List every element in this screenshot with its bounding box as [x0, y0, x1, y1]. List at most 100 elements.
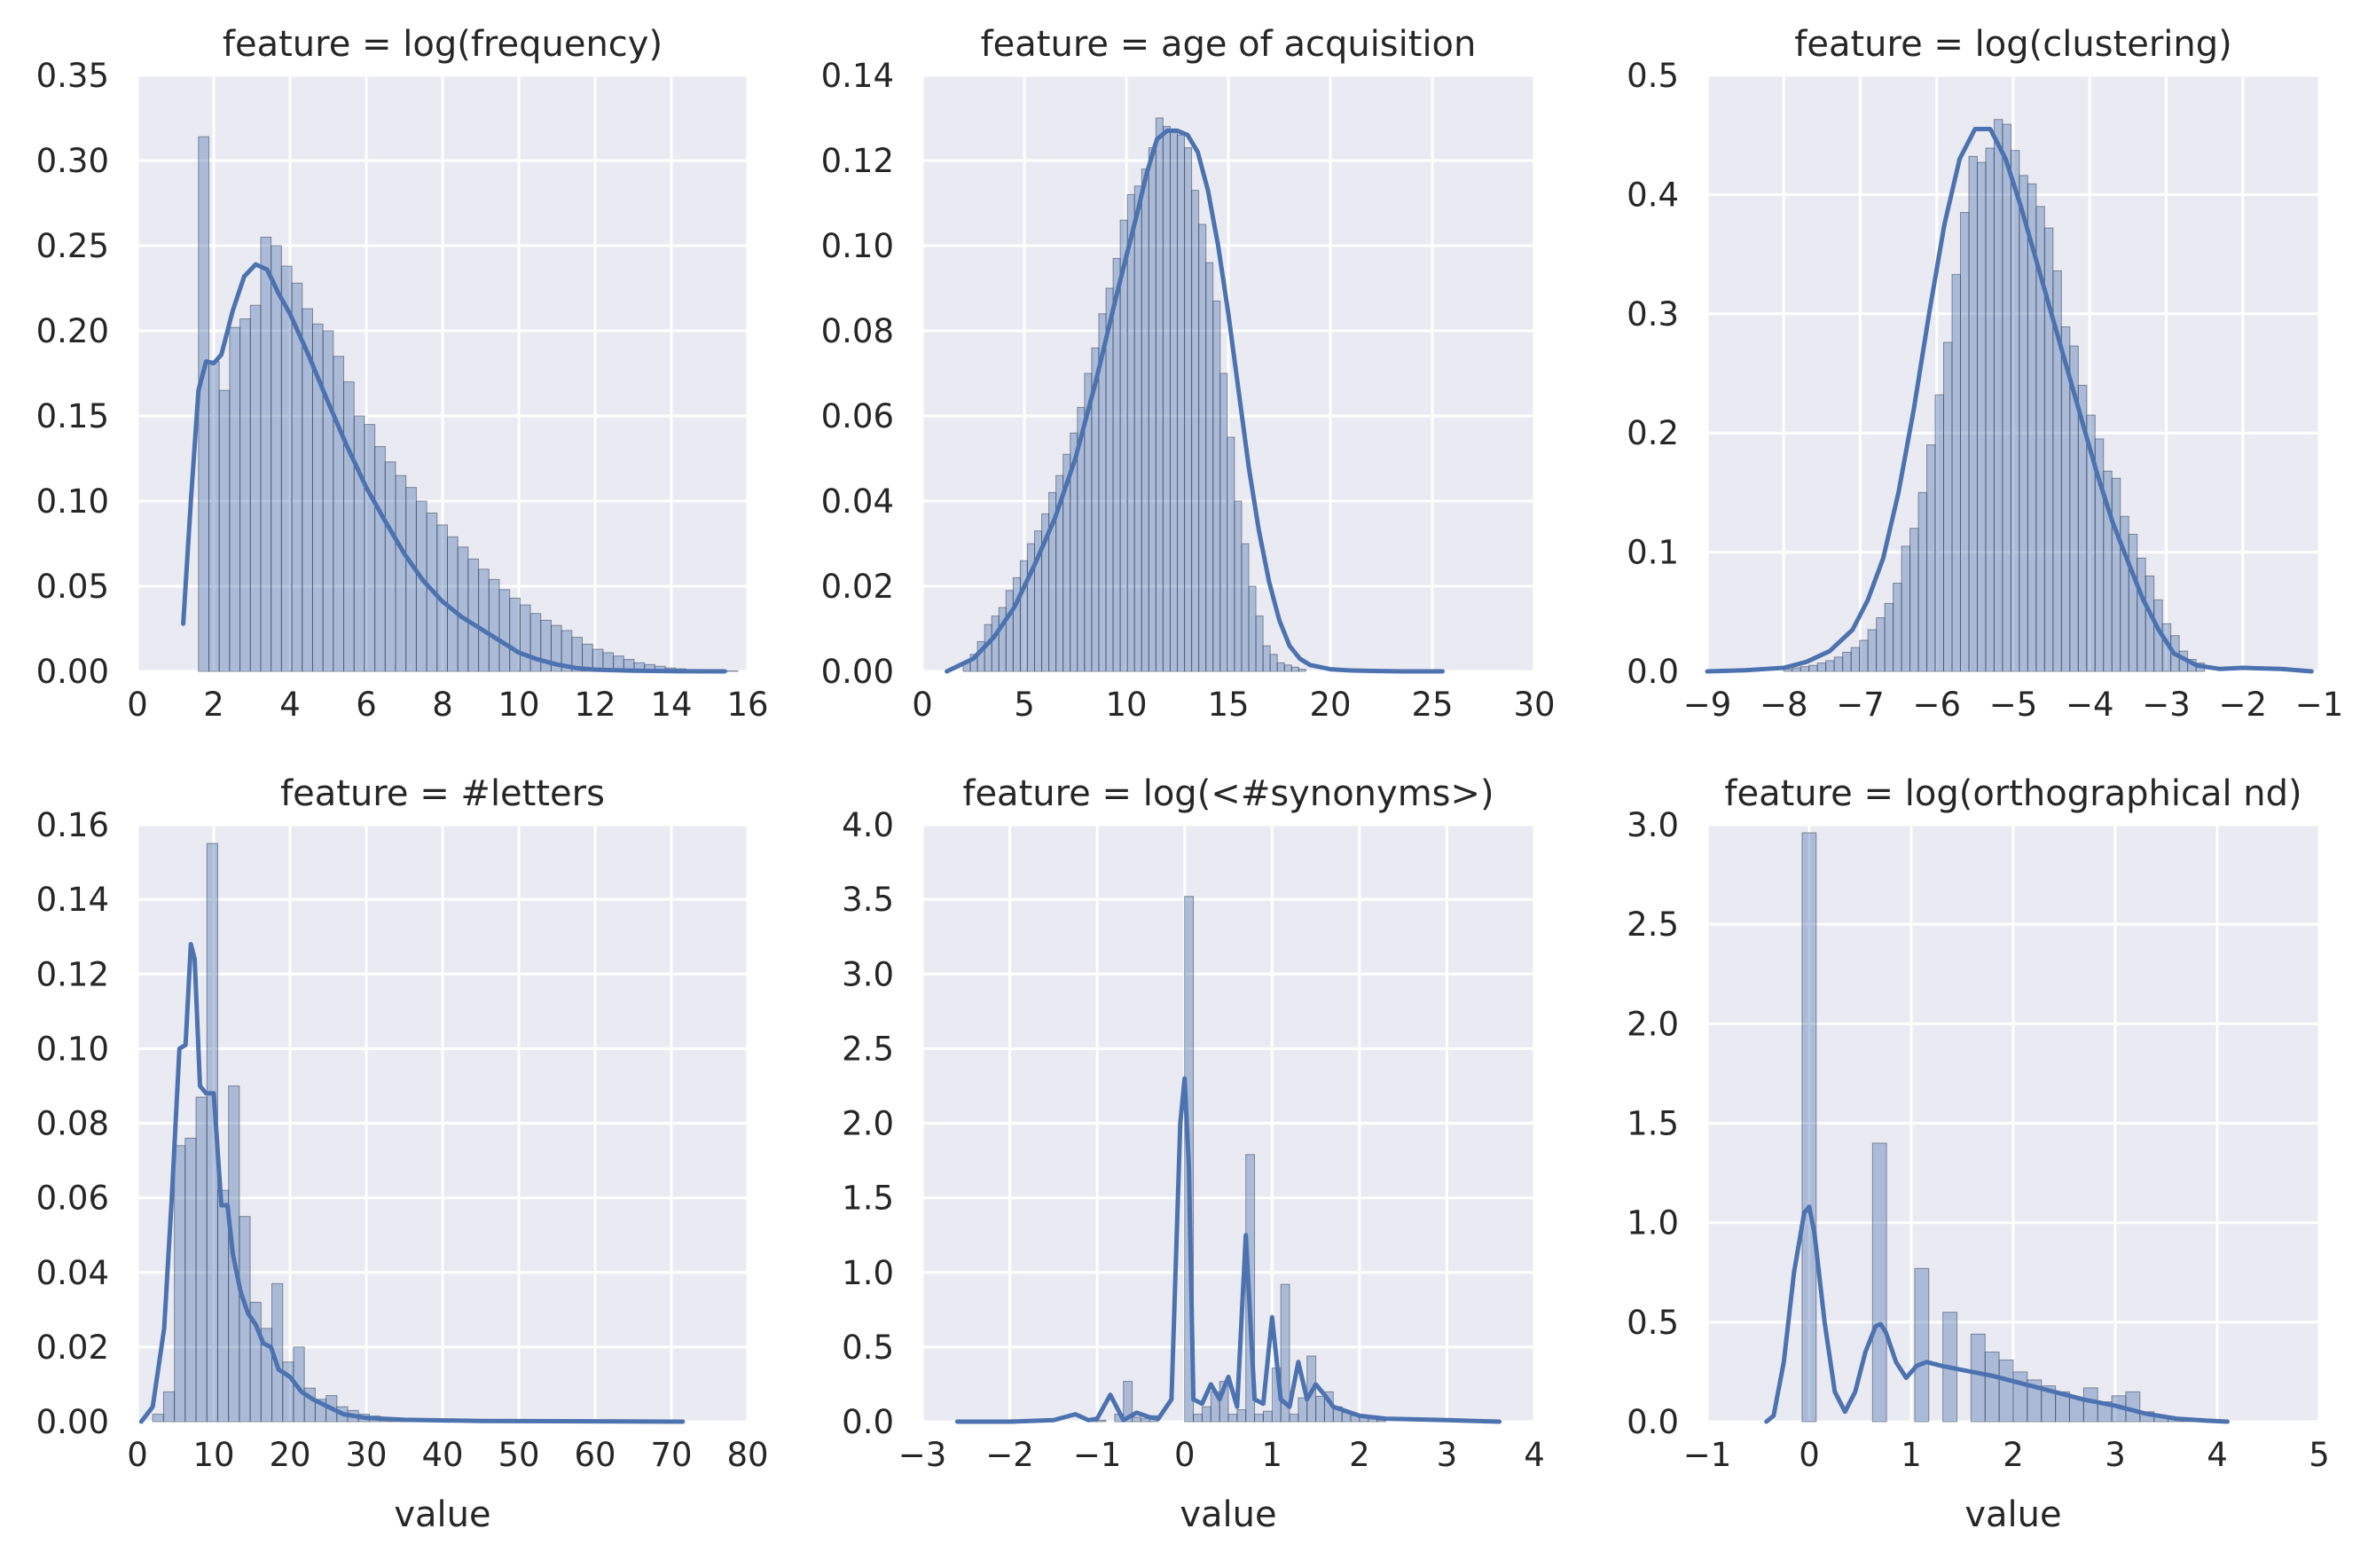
y-tick-label: 2.5	[842, 1030, 894, 1068]
histogram-bar	[1850, 647, 1861, 672]
y-tick-label: 0.04	[821, 482, 894, 521]
y-tick-label: 0.10	[36, 1030, 109, 1068]
x-tick-label: 2	[1349, 1436, 1370, 1474]
x-tick-label: 8	[432, 686, 453, 724]
histogram-bar	[208, 361, 220, 672]
histogram-bar	[2137, 557, 2146, 672]
histogram-bar	[1184, 147, 1193, 672]
y-tick-label: 0.02	[821, 568, 894, 606]
kde-curve	[138, 942, 686, 1424]
histogram-bar	[2012, 1371, 2028, 1423]
x-tick-label: 2	[2003, 1436, 2024, 1474]
y-tick-label: 0.14	[821, 57, 894, 95]
histogram-bar	[457, 546, 469, 672]
x-axis-label: value	[1180, 1494, 1276, 1535]
histogram-bar	[2125, 1391, 2141, 1423]
x-tick-label: 0	[127, 1436, 148, 1474]
histogram-bar	[415, 500, 427, 672]
histogram-bar	[1800, 666, 1810, 672]
histogram-bar	[1262, 645, 1271, 672]
histogram-bar	[1833, 656, 1844, 672]
kde-curve	[181, 262, 727, 674]
histogram-bar	[405, 487, 417, 672]
y-tick-label: 0.12	[36, 955, 109, 993]
histogram-bar	[726, 670, 739, 672]
histogram-bar	[1112, 257, 1121, 672]
histogram-bar	[529, 613, 542, 672]
histogram-bar	[1105, 287, 1114, 672]
histogram-bar	[333, 356, 345, 672]
facet-panel-3: −9 −8 −7 −6 −5 −4 −3 −2 −1 0.0 0.1 0.2 0.3 0.4 0.5 feat…	[1627, 24, 2343, 724]
histogram-bar	[1909, 528, 1919, 672]
histogram-bar	[1985, 147, 1995, 672]
histogram-bar	[1289, 1414, 1299, 1423]
histogram-bar	[239, 318, 251, 672]
histogram-bar	[1876, 617, 1886, 672]
histogram-bar	[1248, 585, 1257, 672]
histogram-bar	[1193, 1414, 1203, 1423]
histogram-bar	[2010, 150, 2020, 672]
histogram-bar	[1177, 134, 1186, 672]
x-tick-label: 30	[345, 1436, 387, 1474]
y-tick-label: 0.00	[36, 653, 109, 691]
histogram-bar	[195, 1096, 208, 1423]
y-tick-label: 0.14	[36, 881, 109, 919]
histogram-bar	[280, 265, 293, 672]
histogram-bar	[260, 236, 272, 672]
y-tick-label: 1.0	[842, 1254, 894, 1292]
x-tick-label: 10	[498, 686, 539, 724]
histogram-bar	[162, 1391, 176, 1423]
histogram-bar	[198, 136, 209, 672]
histogram-bar	[478, 568, 490, 672]
histogram-bar	[519, 604, 531, 672]
histogram-bar	[1155, 117, 1164, 672]
histogram-bar	[1198, 223, 1207, 672]
y-tick-label: 0.2	[1627, 414, 1679, 452]
histogram-bar	[1808, 664, 1818, 672]
y-tick-label: 0.0	[1627, 653, 1679, 691]
facet-title: feature = log(clustering)	[1794, 24, 2231, 65]
x-tick-label: 3	[2105, 1436, 2126, 1474]
y-tick-label: 0.02	[36, 1329, 109, 1367]
x-tick-label: 4	[1524, 1436, 1545, 1474]
x-tick-label: 20	[269, 1436, 310, 1474]
x-tick-label: 16	[726, 686, 768, 724]
y-tick-label: 0.0	[1627, 1403, 1679, 1441]
x-tick-label: 0	[1174, 1436, 1196, 1474]
histogram-bar	[1917, 491, 1928, 672]
histogram-bar	[1867, 629, 1878, 672]
histogram-bar	[1901, 545, 1911, 672]
histogram-bar	[1119, 219, 1128, 672]
histogram-bar	[1236, 1409, 1247, 1423]
x-tick-label: 14	[650, 686, 692, 724]
histogram-bar	[152, 1414, 164, 1423]
x-axis-label: value	[394, 1494, 490, 1535]
x-tick-label: 0	[1799, 1436, 1820, 1474]
facet-panel-4: 0 10 20 30 40 50 60 70 80 0.00 0.02 0.04 0.06 0.08 0.1…	[36, 773, 769, 1535]
x-tick-label: 4	[279, 686, 301, 724]
histogram-bar	[1298, 1397, 1308, 1423]
histogram-bar	[1951, 273, 1961, 672]
y-tick-label: 3.0	[842, 955, 894, 993]
histogram-bar	[2128, 533, 2138, 672]
histogram-bar	[1148, 147, 1157, 672]
x-tick-label: −1	[1073, 1436, 1122, 1474]
x-tick-label: 10	[1105, 686, 1147, 724]
histogram-bar	[322, 330, 334, 672]
y-tick-label: 0.00	[821, 653, 894, 691]
histogram-bar	[1201, 1406, 1211, 1423]
x-tick-label: 0	[127, 686, 148, 724]
histogram-bar	[1205, 262, 1214, 672]
histogram-bar	[216, 1189, 230, 1423]
histogram-bar	[1801, 832, 1817, 1423]
y-tick-label: 0.16	[36, 806, 109, 844]
y-tick-label: 0.4	[1627, 176, 1679, 214]
histogram-bar	[1005, 590, 1014, 672]
y-tick-label: 0.08	[36, 1105, 109, 1143]
x-tick-label: 25	[1411, 686, 1453, 724]
histogram-bar	[1212, 300, 1221, 672]
facet-title: feature = log(frequency)	[223, 24, 663, 65]
x-tick-label: 15	[1207, 686, 1249, 724]
x-tick-label: 1	[1901, 1436, 1922, 1474]
y-tick-label: 0.5	[842, 1329, 894, 1367]
